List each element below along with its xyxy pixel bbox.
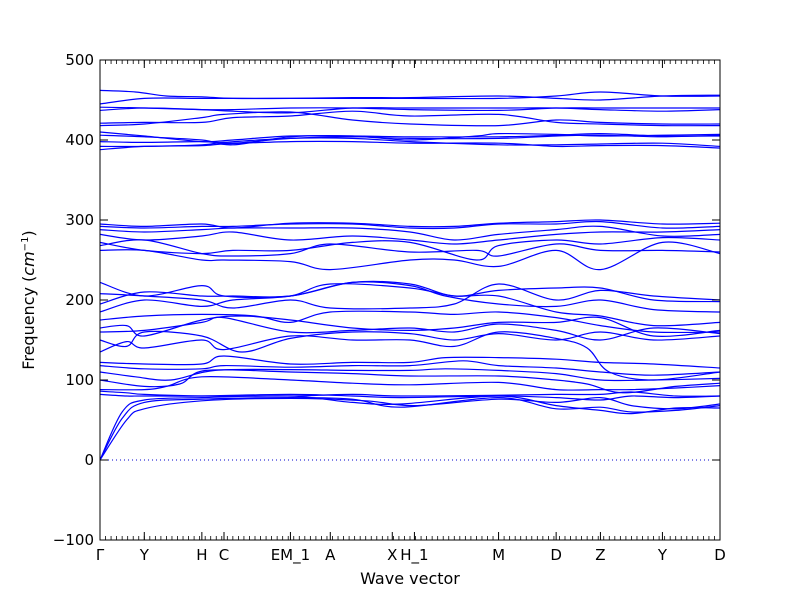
y-tick-label: 100 [65, 371, 94, 389]
band-line-32 [99, 111, 721, 127]
x-tick-label: Γ [96, 546, 105, 564]
band-line-23 [99, 229, 721, 245]
x-tick-label: Y [657, 546, 668, 564]
band-line-27 [99, 140, 721, 151]
band-line-28 [99, 137, 721, 148]
y-tick-label: 300 [65, 211, 94, 229]
band-line-20 [99, 241, 721, 271]
band-line-30 [99, 132, 721, 146]
y-tick-label: 0 [84, 451, 94, 469]
band-line-4 [99, 393, 721, 401]
band-line-7 [99, 369, 721, 394]
y-axis-label-unit: cm [19, 251, 38, 275]
axes-layer: Γ Y H C EM_1 A X H_1 M D Z Y D −100 0 100 200 300 400 500 [53, 51, 726, 565]
band-line-8 [99, 368, 721, 382]
y-axis-label: Frequency (cm−1) [19, 230, 38, 369]
x-tick-label: M [492, 546, 505, 564]
band-line-35 [99, 106, 720, 112]
band-line-36 [99, 91, 721, 105]
band-line-37 [99, 89, 721, 101]
y-axis-label-unit-exponent: −1 [20, 237, 31, 252]
band-line-17 [99, 281, 721, 313]
y-tick-label: 500 [65, 51, 94, 69]
x-tick-label: C [219, 546, 229, 564]
band-line-10 [99, 355, 721, 369]
band-line-2 [99, 396, 721, 461]
band-line-33 [99, 110, 721, 127]
x-tick-label: H [196, 546, 207, 564]
y-tick-label: 400 [65, 131, 94, 149]
y-axis-label-open-paren: ( [19, 276, 38, 287]
x-tick-label: A [325, 546, 336, 564]
band-line-26 [99, 219, 721, 229]
x-tick-label: Z [595, 546, 605, 564]
band-line-11 [99, 331, 721, 381]
band-line-19 [99, 280, 721, 303]
y-axis-label-text: Frequency [19, 287, 38, 370]
y-tick-label: 200 [65, 291, 94, 309]
x-tick-label: Y [139, 546, 150, 564]
y-tick-label: −100 [53, 531, 94, 549]
band-line-18 [99, 283, 721, 310]
y-axis-label-close-paren: ) [19, 230, 38, 236]
band-line-15 [99, 310, 721, 334]
band-line-16 [99, 283, 721, 327]
x-tick-label: H_1 [400, 546, 428, 565]
band-line-1 [99, 395, 721, 461]
band-line-22 [99, 236, 721, 261]
x-tick-label: D [550, 546, 562, 564]
series-layer [99, 89, 721, 461]
band-line-24 [99, 225, 721, 241]
band-line-25 [99, 220, 721, 230]
x-tick-label: EM_1 [271, 546, 310, 565]
band-line-12 [99, 330, 721, 353]
band-line-14 [99, 315, 721, 337]
x-axis-label: Wave vector [360, 569, 460, 588]
band-line-31 [99, 131, 721, 143]
band-line-3 [99, 396, 721, 461]
x-tick-label: X [387, 546, 397, 564]
x-tick-label: D [714, 546, 726, 564]
band-line-9 [99, 360, 721, 376]
band-line-13 [99, 316, 721, 341]
